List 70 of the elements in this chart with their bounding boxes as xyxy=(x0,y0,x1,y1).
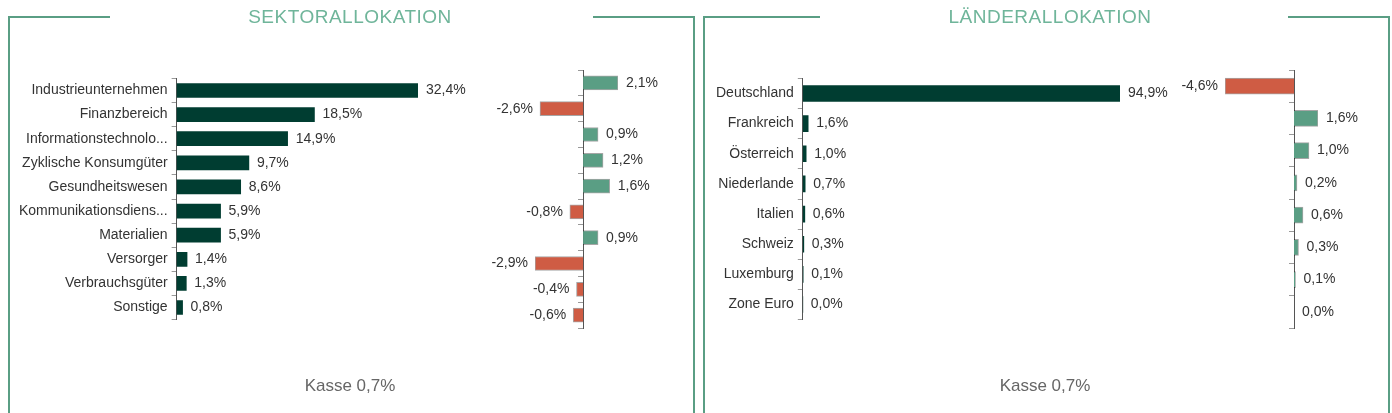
data-label: 1,6% xyxy=(816,114,849,131)
data-label: 0,7% xyxy=(813,174,846,191)
data-label: 1,4% xyxy=(195,250,227,267)
data-label: 0,1% xyxy=(811,265,844,282)
bar xyxy=(176,131,288,147)
bar xyxy=(176,300,183,315)
y-tick-label: Zone Euro xyxy=(728,295,795,312)
bar xyxy=(176,203,221,219)
bar xyxy=(176,276,187,291)
bar xyxy=(176,155,250,171)
data-label: 0,8% xyxy=(190,298,223,315)
y-tick-label: Materialien xyxy=(99,226,168,243)
data-label: 14,9% xyxy=(295,129,336,146)
data-label: 1,6% xyxy=(617,176,650,193)
bar xyxy=(802,85,1120,102)
data-label: -2,9% xyxy=(491,254,528,271)
chart-title: SEKTORALLOKATION xyxy=(247,6,453,28)
y-tick-label: Österreich xyxy=(729,143,794,161)
data-label: 0,9% xyxy=(606,125,638,142)
y-tick-label: Informationstechnolo... xyxy=(25,129,168,146)
y-tick-label: Italien xyxy=(756,204,794,221)
y-tick-label: Versorger xyxy=(106,250,168,267)
data-label: 0,1% xyxy=(1303,270,1336,287)
y-tick-label: Gesundheitswesen xyxy=(48,177,168,194)
bar xyxy=(176,107,315,122)
y-tick-label: Industrieunternehmen xyxy=(31,81,168,98)
data-label: 32,4% xyxy=(426,81,466,98)
text: Kasse 0,7% xyxy=(303,376,397,396)
y-tick-label: Zyklische Konsumgüter xyxy=(22,153,168,170)
y-tick-label: Deutschland xyxy=(716,84,794,101)
y-tick-label: Verbrauchsgüter xyxy=(64,274,168,291)
data-label: 0,3% xyxy=(1306,238,1339,255)
y-tick-label: Luxemburg xyxy=(723,265,794,282)
data-label: 94,9% xyxy=(1128,84,1168,101)
bar xyxy=(176,227,221,243)
y-tick-label: Frankreich xyxy=(727,114,794,131)
data-label: -0,6% xyxy=(529,305,567,322)
y-tick-label: Schweiz xyxy=(741,235,794,252)
data-label: 5,9% xyxy=(228,226,261,243)
bar xyxy=(802,115,809,132)
y-tick-label: Kommunikationsdiens... xyxy=(18,201,168,218)
data-label: 1,2% xyxy=(611,151,643,168)
data-label: 0,6% xyxy=(812,204,845,221)
data-label: 0,0% xyxy=(1302,302,1334,319)
data-label: 0,0% xyxy=(810,295,843,312)
data-label: 0,3% xyxy=(811,235,844,252)
bar xyxy=(176,251,188,267)
data-label: 0,6% xyxy=(1311,205,1343,222)
data-label: -0,8% xyxy=(526,202,563,219)
chart-title: LÄNDERALLOKATION xyxy=(947,6,1153,28)
data-label: 0,9% xyxy=(606,228,638,245)
data-label: 0,2% xyxy=(1305,173,1337,190)
data-label: -2,6% xyxy=(496,99,533,116)
y-tick-label: Sonstige xyxy=(113,298,168,315)
y-tick-label: Finanzbereich xyxy=(79,105,168,122)
data-label: 5,9% xyxy=(228,201,261,218)
data-label: 1,6% xyxy=(1326,109,1358,126)
data-label: -0,4% xyxy=(532,280,570,297)
data-label: 1,3% xyxy=(194,274,227,291)
bar xyxy=(176,179,242,195)
data-label: 9,7% xyxy=(256,153,289,170)
data-label: 18,5% xyxy=(322,105,363,122)
data-label: -4,6% xyxy=(1181,76,1218,93)
bar xyxy=(176,83,418,98)
data-label: 8,6% xyxy=(248,177,281,194)
y-tick-label: Niederlande xyxy=(718,174,795,191)
data-label: 1,0% xyxy=(814,144,847,161)
text: Kasse 0,7% xyxy=(998,376,1092,396)
data-label: 2,1% xyxy=(626,73,658,90)
data-label: 1,0% xyxy=(1317,141,1349,158)
